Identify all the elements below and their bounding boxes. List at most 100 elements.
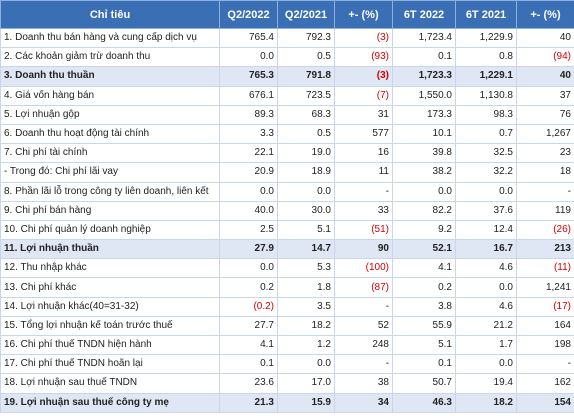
row-label: - Trong đó: Chi phí lãi vay xyxy=(0,162,220,183)
cell-change-quarter: 52 xyxy=(334,315,393,337)
cell-change-half: - xyxy=(516,181,574,202)
cell-q2-2022: 4.1 xyxy=(219,334,278,356)
cell-h1-2022: 10.1 xyxy=(392,123,456,145)
cell-q2-2022: 23.6 xyxy=(219,373,278,394)
header-change-quarter: +- (%) xyxy=(334,0,393,29)
cell-change-quarter: 33 xyxy=(334,200,393,221)
cell-q2-2022: 22.1 xyxy=(219,143,278,164)
table-row: 9. Chi phí bán hàng 40.0 30.0 33 82.2 37.6 119 xyxy=(0,200,574,221)
cell-q2-2021: 18.9 xyxy=(277,162,335,183)
cell-q2-2022: 0.0 xyxy=(219,258,278,279)
cell-q2-2021: 0.5 xyxy=(277,47,335,68)
row-label: 5. Lợi nhuận gộp xyxy=(0,104,220,125)
cell-change-half: 37 xyxy=(516,85,574,106)
cell-change-half: - xyxy=(516,354,574,375)
cell-change-quarter: 11 xyxy=(334,162,393,183)
cell-change-quarter: (87) xyxy=(334,277,393,298)
cell-change-quarter: - xyxy=(334,296,393,317)
cell-q2-2021: 68.3 xyxy=(277,104,335,125)
cell-q2-2022: (0.2) xyxy=(219,296,278,317)
table-row: 11. Lợi nhuận thuần 27.9 14.7 90 52.1 16.7 213 xyxy=(0,239,574,260)
cell-h1-2021: 32.2 xyxy=(455,162,517,183)
table-row: 15. Tổng lợi nhuận kế toán trước thuế 27.… xyxy=(0,315,574,337)
cell-q2-2022: 89.3 xyxy=(219,104,278,125)
cell-h1-2021: 1.7 xyxy=(455,334,517,356)
table-row: 14. Lợi nhuận khác(40=31-32) (0.2) 3.5-3.8… xyxy=(0,296,574,317)
table-body: 1. Doanh thu bán hàng và cung cấp dịch v… xyxy=(0,27,574,413)
cell-q2-2022: 27.9 xyxy=(219,239,278,260)
cell-change-half: 40 xyxy=(516,27,574,49)
cell-h1-2021: 32.5 xyxy=(455,143,517,164)
table-row: 1. Doanh thu bán hàng và cung cấp dịch v… xyxy=(0,27,574,49)
cell-change-quarter: - xyxy=(334,354,393,375)
row-label: 17. Chi phí thuế TNDN hoãn lại xyxy=(0,354,220,375)
table-row: 4. Giá vốn hàng bán 676.1 723.5 (7) 1,550.0 1… xyxy=(0,85,574,106)
cell-change-quarter: (51) xyxy=(334,219,393,241)
cell-h1-2021: 1,130.8 xyxy=(455,85,517,106)
row-label: 6. Doanh thu hoạt động tài chính xyxy=(0,123,220,145)
cell-q2-2021: 0.0 xyxy=(277,181,335,202)
cell-change-half: 23 xyxy=(516,143,574,164)
header-indicator: Chỉ tiêu xyxy=(0,0,220,29)
cell-q2-2022: 0.2 xyxy=(219,277,278,298)
row-label: 7. Chi phí tài chính xyxy=(0,143,220,164)
cell-q2-2022: 27.7 xyxy=(219,315,278,337)
cell-h1-2022: 39.8 xyxy=(392,143,456,164)
row-label: 10. Chi phí quản lý doanh nghiệp xyxy=(0,219,220,241)
cell-q2-2021: 17.0 xyxy=(277,373,335,394)
row-label: 14. Lợi nhuận khác(40=31-32) xyxy=(0,296,220,317)
row-label: 2. Các khoản giảm trừ doanh thu xyxy=(0,47,220,68)
cell-h1-2021: 37.6 xyxy=(455,200,517,221)
table-row: 18. Lợi nhuận sau thuế TNDN 23.6 17.0 38 50.… xyxy=(0,373,574,394)
row-label: 19. Lợi nhuận sau thuế công ty mẹ xyxy=(0,392,220,413)
cell-change-quarter: 34 xyxy=(334,392,393,413)
cell-h1-2021: 4.6 xyxy=(455,296,517,317)
cell-q2-2021: 3.5 xyxy=(277,296,335,317)
cell-h1-2022: 9.2 xyxy=(392,219,456,241)
cell-change-half: 18 xyxy=(516,162,574,183)
cell-h1-2021: 0.0 xyxy=(455,181,517,202)
cell-h1-2021: 12.4 xyxy=(455,219,517,241)
cell-h1-2022: 55.9 xyxy=(392,315,456,337)
cell-h1-2022: 52.1 xyxy=(392,239,456,260)
cell-q2-2021: 14.7 xyxy=(277,239,335,260)
cell-q2-2021: 0.5 xyxy=(277,123,335,145)
cell-change-half: 164 xyxy=(516,315,574,337)
table-row: 10. Chi phí quản lý doanh nghiệp 2.5 5.1 (5… xyxy=(0,219,574,241)
cell-change-half: (94) xyxy=(516,47,574,68)
cell-q2-2021: 18.2 xyxy=(277,315,335,337)
cell-h1-2021: 21.2 xyxy=(455,315,517,337)
row-label: 16. Chi phí thuế TNDN hiện hành xyxy=(0,334,220,356)
cell-change-quarter: - xyxy=(334,181,393,202)
row-label: 13. Chi phí khác xyxy=(0,277,220,298)
cell-h1-2022: 4.1 xyxy=(392,258,456,279)
cell-h1-2021: 18.2 xyxy=(455,392,517,413)
cell-change-quarter: (100) xyxy=(334,258,393,279)
cell-q2-2022: 0.0 xyxy=(219,181,278,202)
cell-q2-2021: 15.9 xyxy=(277,392,335,413)
cell-h1-2022: 0.2 xyxy=(392,277,456,298)
cell-q2-2022: 0.1 xyxy=(219,354,278,375)
cell-h1-2022: 0.1 xyxy=(392,354,456,375)
cell-q2-2022: 40.0 xyxy=(219,200,278,221)
row-label: 15. Tổng lợi nhuận kế toán trước thuế xyxy=(0,315,220,337)
cell-q2-2021: 0.0 xyxy=(277,354,335,375)
cell-change-half: 76 xyxy=(516,104,574,125)
table-row: 16. Chi phí thuế TNDN hiện hành 4.1 1.2 248… xyxy=(0,334,574,356)
cell-h1-2022: 0.1 xyxy=(392,47,456,68)
cell-h1-2022: 5.1 xyxy=(392,334,456,356)
cell-change-half: (11) xyxy=(516,258,574,279)
cell-q2-2022: 676.1 xyxy=(219,85,278,106)
cell-h1-2022: 1,723.3 xyxy=(392,66,456,87)
cell-q2-2022: 21.3 xyxy=(219,392,278,413)
cell-change-quarter: 38 xyxy=(334,373,393,394)
cell-q2-2022: 765.4 xyxy=(219,27,278,49)
cell-change-half: 154 xyxy=(516,392,574,413)
table-row: 2. Các khoản giảm trừ doanh thu 0.0 0.5 (93… xyxy=(0,47,574,68)
cell-q2-2022: 765.3 xyxy=(219,66,278,87)
cell-change-half: 213 xyxy=(516,239,574,260)
cell-h1-2021: 1,229.9 xyxy=(455,27,517,49)
table-row: 7. Chi phí tài chính 22.1 19.0 16 39.8 32.5 23 xyxy=(0,143,574,164)
cell-q2-2021: 5.3 xyxy=(277,258,335,279)
